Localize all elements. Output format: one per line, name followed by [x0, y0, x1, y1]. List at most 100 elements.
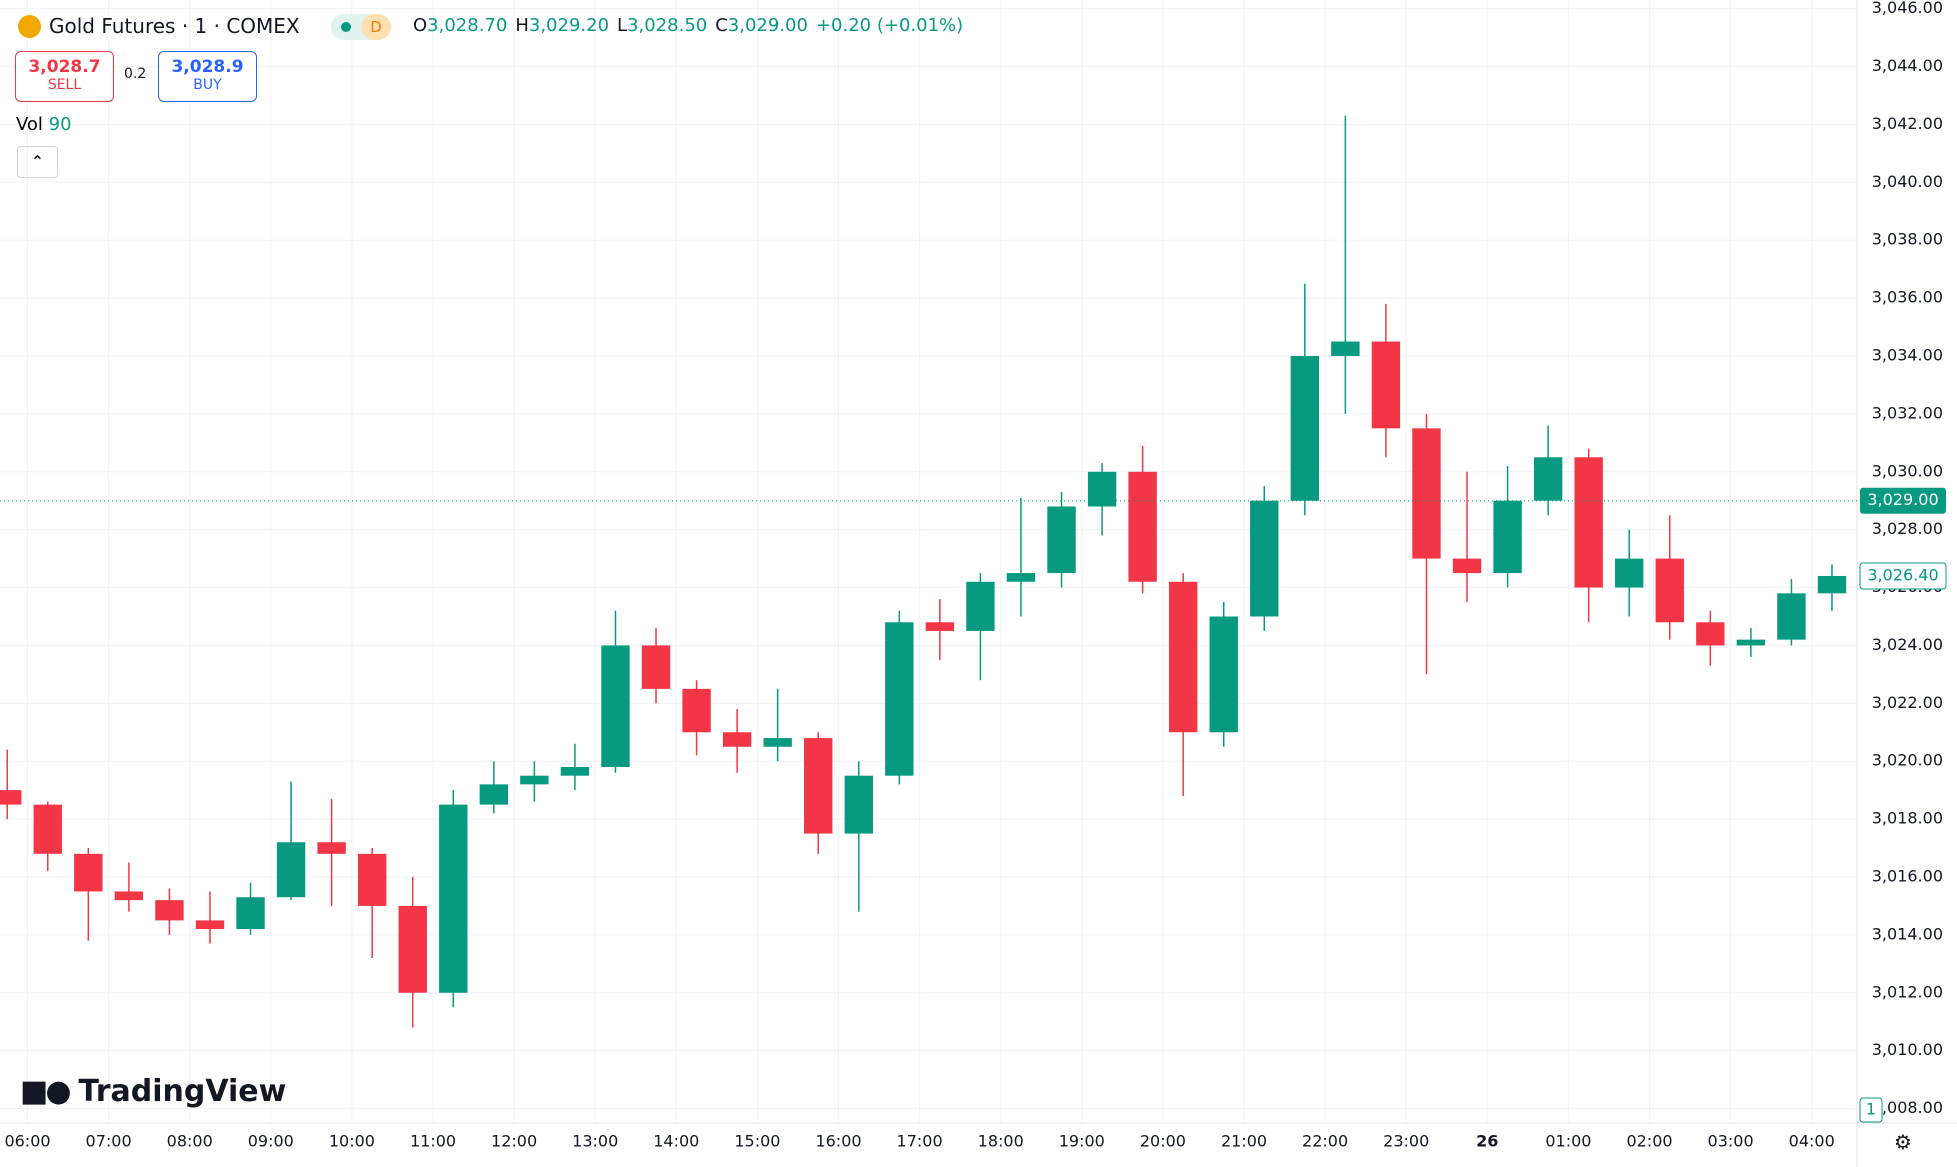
y-tick-label: 3,036.00 [1872, 288, 1943, 307]
y-tick-label: 3,038.00 [1872, 230, 1943, 249]
volume-value: 90 [48, 114, 72, 135]
x-tick-label: 04:00 [1789, 1132, 1835, 1151]
settings-icon[interactable]: ⚙ [1894, 1130, 1912, 1154]
candle-body [155, 900, 184, 921]
volume-axis-label: 1 [1866, 1100, 1876, 1119]
price-label: 3,029.00 [1867, 490, 1938, 509]
x-tick-label: 08:00 [167, 1132, 213, 1151]
price-label-box [1860, 487, 1946, 514]
candle-body [925, 622, 955, 631]
ohlc-change: +0.20 (+0.01%) [815, 15, 964, 36]
x-tick-label: 11:00 [410, 1132, 456, 1151]
candle-body [682, 688, 711, 733]
x-tick-label: 10:00 [329, 1132, 375, 1151]
candle-body [1168, 581, 1198, 733]
y-tick-label: 3,020.00 [1872, 751, 1943, 770]
volume-legend: Vol 90 [16, 114, 72, 135]
volume-axis-box [1859, 1097, 1883, 1123]
candle-body [1493, 500, 1522, 574]
buy-price: 3,028.9 [171, 57, 244, 77]
y-tick-label: 3,042.00 [1872, 114, 1943, 133]
ohlc-letter: O [413, 15, 428, 36]
y-tick-label: 3,014.00 [1872, 924, 1943, 943]
candle-body [276, 842, 306, 898]
x-tick-label: 23:00 [1383, 1132, 1429, 1151]
candle-body [1615, 558, 1644, 588]
candle-body [804, 738, 833, 834]
badge: D [361, 14, 391, 40]
candle-body [520, 775, 549, 785]
candle-body [1290, 356, 1320, 501]
symbol-title[interactable]: Gold Futures · 1 · COMEX [49, 14, 300, 38]
price-label: 3,026.40 [1867, 565, 1938, 584]
candle-body [1655, 558, 1684, 623]
candle-body [1128, 471, 1157, 582]
x-tick-label: 01:00 [1545, 1132, 1591, 1151]
candle-body [74, 853, 103, 892]
x-tick-label: 26 [1476, 1132, 1498, 1151]
candle-body [1736, 639, 1766, 646]
symbol-icon [18, 15, 41, 38]
candle-body [1696, 622, 1725, 646]
ohlc-letter: H [515, 15, 529, 36]
x-tick-label: 13:00 [572, 1132, 618, 1151]
y-tick-label: 3,022.00 [1872, 693, 1943, 712]
candle-body [641, 645, 671, 689]
candle-body [560, 766, 590, 776]
candle-body [1250, 500, 1279, 617]
ohlc-value: 3,029.20 [528, 15, 610, 36]
y-tick-label: 3,040.00 [1872, 172, 1943, 191]
candle-body [114, 891, 144, 901]
x-tick-label: 15:00 [734, 1132, 780, 1151]
candle-body [1371, 341, 1401, 429]
spread: 0.2 [124, 66, 147, 82]
candle-body [439, 804, 468, 993]
candle-body [398, 905, 427, 993]
y-tick-label: 3,046.00 [1872, 0, 1943, 17]
candle-body [317, 842, 346, 854]
candle-body [1209, 616, 1238, 733]
candle-body [195, 920, 225, 930]
x-tick-label: 22:00 [1302, 1132, 1348, 1151]
candle-body [1452, 558, 1482, 574]
sell-button[interactable]: 3,028.7 SELL [15, 51, 114, 102]
candle-body [722, 732, 752, 747]
price-label-box [1859, 562, 1947, 590]
x-tick-label: 06:00 [4, 1132, 50, 1151]
candle-body [601, 645, 630, 767]
candle-body [357, 853, 387, 906]
candle-body [1331, 341, 1360, 357]
buy-label: BUY [193, 77, 222, 93]
x-tick-label: 21:00 [1221, 1132, 1267, 1151]
buy-button[interactable]: 3,028.9 BUY [158, 51, 257, 102]
grid [0, 0, 1857, 1123]
ohlc-letter: L [617, 15, 628, 36]
x-tick-label: 02:00 [1626, 1132, 1672, 1151]
candle-body [33, 804, 62, 854]
candle-body [1006, 573, 1036, 582]
y-tick-label: 3,008.00 [1872, 1098, 1943, 1117]
y-tick-label: 3,044.00 [1872, 56, 1943, 75]
candle-body [1533, 457, 1563, 501]
x-tick-label: 12:00 [491, 1132, 537, 1151]
candle-body [0, 790, 22, 805]
candle-body [1574, 457, 1603, 588]
candle-body [844, 775, 873, 834]
candle-body [1047, 506, 1076, 574]
y-tick-label: 3,016.00 [1872, 866, 1943, 885]
logo: ■● TradingView [20, 1074, 287, 1109]
ohlc-value: 3,028.50 [627, 15, 708, 36]
y-tick-label: 3,010.00 [1872, 1040, 1943, 1059]
ohlc-value: 3,028.70 [427, 15, 508, 36]
y-tick-label: 3,018.00 [1872, 809, 1943, 828]
y-tick-label: 3,030.00 [1872, 461, 1943, 480]
x-tick-label: 16:00 [815, 1132, 861, 1151]
y-tick-label: 3,024.00 [1872, 635, 1943, 654]
candle-body [1817, 575, 1847, 594]
logo-text: TradingView [78, 1074, 287, 1109]
collapse-button[interactable]: ⌃ [17, 146, 58, 178]
y-tick-label: 3,012.00 [1872, 982, 1943, 1001]
x-tick-label: 20:00 [1140, 1132, 1186, 1151]
sell-price: 3,028.7 [28, 57, 101, 77]
